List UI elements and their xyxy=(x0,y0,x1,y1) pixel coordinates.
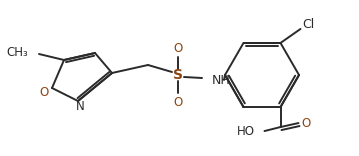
Text: N: N xyxy=(76,100,84,114)
Text: CH₃: CH₃ xyxy=(6,46,28,58)
Text: Cl: Cl xyxy=(302,18,314,32)
Text: O: O xyxy=(173,41,183,54)
Text: O: O xyxy=(302,117,311,129)
Text: NH: NH xyxy=(212,73,231,86)
Text: S: S xyxy=(173,68,183,82)
Text: O: O xyxy=(173,95,183,109)
Text: O: O xyxy=(39,85,48,98)
Text: HO: HO xyxy=(237,124,255,138)
